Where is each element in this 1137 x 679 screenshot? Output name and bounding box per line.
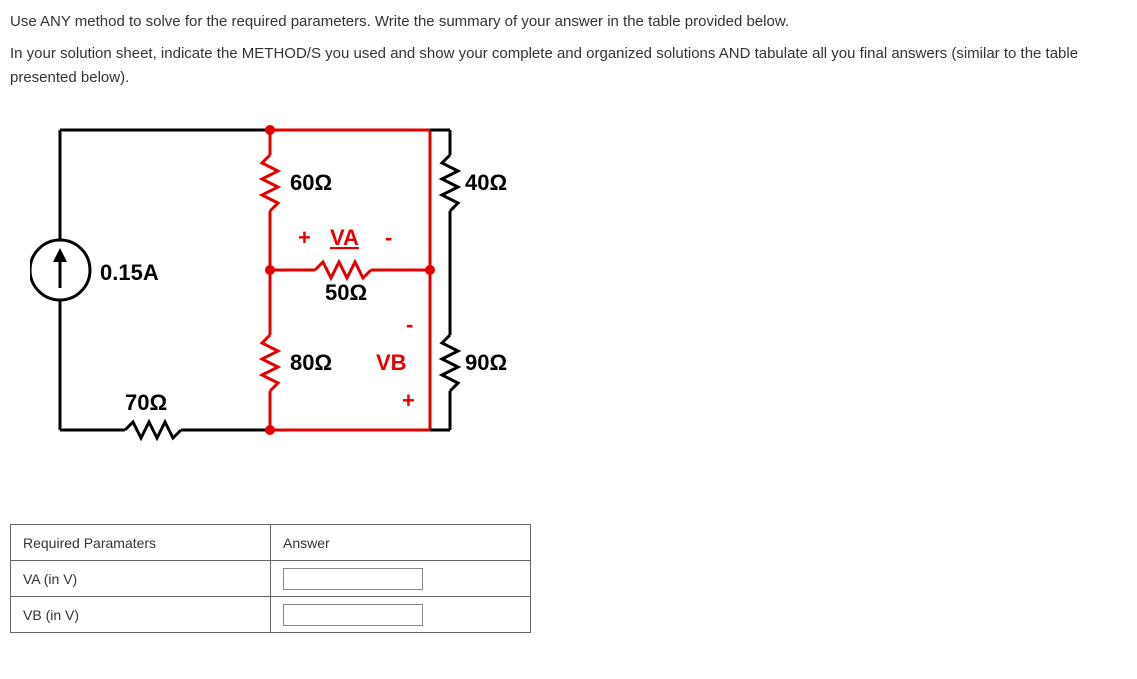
row-va-label: VA (in V) [11,561,271,597]
table-row: VB (in V) [11,597,531,633]
instruction-line-1: Use ANY method to solve for the required… [10,10,1127,34]
r60-label: 60Ω [290,170,332,195]
r70-label: 70Ω [125,390,167,415]
header-answer: Answer [271,525,531,561]
circuit-diagram: 0.15A 60Ω 40Ω + VA - 50Ω 80Ω 90Ω - VB + … [30,110,1127,494]
header-param: Required Paramaters [11,525,271,561]
vb-input[interactable] [283,604,423,626]
vb-plus: + [402,388,415,413]
instruction-line-2: In your solution sheet, indicate the MET… [10,42,1127,90]
r80-label: 80Ω [290,350,332,375]
answer-table: Required Paramaters Answer VA (in V) VB … [10,524,531,633]
source-label: 0.15A [100,260,159,285]
row-vb-label: VB (in V) [11,597,271,633]
r90-label: 90Ω [465,350,507,375]
va-minus: - [385,225,392,250]
table-header-row: Required Paramaters Answer [11,525,531,561]
va-input[interactable] [283,568,423,590]
vb-label: VB [376,350,407,375]
r40-label: 40Ω [465,170,507,195]
va-label: VA [330,225,359,250]
table-row: VA (in V) [11,561,531,597]
vb-minus: - [406,312,413,337]
va-plus: + [298,225,311,250]
r50-label: 50Ω [325,280,367,305]
